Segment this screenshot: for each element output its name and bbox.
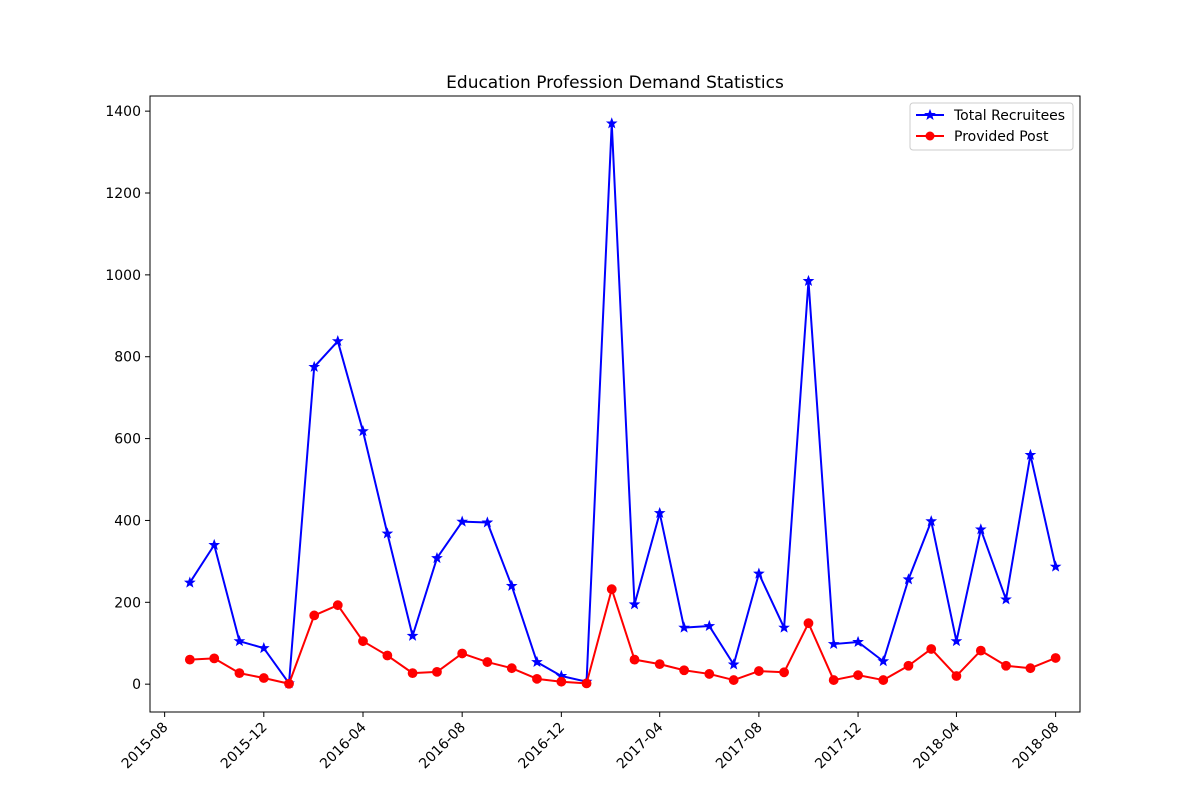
- data-point: [308, 360, 321, 372]
- data-point: [1024, 448, 1037, 460]
- data-point: [827, 637, 840, 650]
- data-point: [234, 668, 245, 679]
- data-point: [853, 670, 863, 681]
- data-point: [531, 655, 543, 668]
- data-point: [1000, 593, 1012, 605]
- data-point: [208, 538, 221, 550]
- data-point: [284, 678, 294, 689]
- legend-item: Provided Post: [916, 129, 1049, 145]
- data-point: [974, 523, 987, 535]
- data-point: [628, 598, 641, 610]
- legend-item: Total Recruitees: [916, 108, 1065, 124]
- data-point: [257, 642, 270, 654]
- y-tick-label: 800: [114, 350, 141, 366]
- data-point: [358, 636, 368, 647]
- y-tick-label: 1400: [105, 104, 141, 120]
- data-point: [381, 527, 394, 539]
- data-point: [753, 666, 764, 676]
- data-point: [728, 675, 739, 685]
- data-point: [877, 655, 890, 667]
- data-point: [233, 635, 246, 647]
- data-point: [654, 659, 665, 670]
- y-tick-label: 400: [114, 513, 141, 529]
- data-point: [431, 551, 443, 564]
- data-point: [606, 584, 617, 595]
- legend-box: [909, 102, 1074, 151]
- data-point: [605, 117, 618, 129]
- y-tick-label: 0: [132, 677, 141, 693]
- data-point: [778, 621, 790, 633]
- data-point: [407, 668, 418, 679]
- data-point: [950, 635, 963, 647]
- data-point: [653, 506, 666, 519]
- data-point: [482, 657, 493, 667]
- data-point: [209, 653, 220, 664]
- data-point: [975, 645, 986, 656]
- data-point: [532, 673, 542, 684]
- series-provided-post: [184, 584, 1061, 689]
- y-tick-label: 1000: [105, 268, 141, 284]
- data-point: [704, 669, 715, 679]
- y-tick-label: 1200: [105, 186, 141, 202]
- data-point: [678, 621, 690, 633]
- data-point: [505, 579, 518, 591]
- data-point: [1050, 653, 1061, 663]
- data-point: [357, 425, 369, 437]
- data-point: [878, 675, 889, 685]
- legend-marker: [925, 131, 935, 141]
- data-point: [432, 666, 442, 677]
- data-point: [1025, 663, 1036, 674]
- data-point: [727, 658, 740, 670]
- data-point: [1049, 560, 1062, 572]
- legend-marker: [924, 108, 936, 120]
- series-total-recruitees: [183, 117, 1062, 689]
- data-point: [779, 667, 789, 678]
- data-point: [903, 660, 914, 671]
- data-point: [925, 515, 938, 527]
- data-point: [828, 675, 839, 685]
- data-point: [703, 619, 716, 632]
- data-point: [506, 663, 517, 674]
- legend-label: Total Recruitees: [953, 108, 1065, 124]
- data-point: [481, 516, 494, 528]
- data-point: [309, 610, 320, 621]
- data-point: [581, 678, 592, 689]
- data-point: [679, 665, 689, 676]
- chart-title: Education Profession Demand Statistics: [446, 73, 784, 93]
- data-point: [803, 618, 814, 629]
- data-point: [629, 654, 640, 665]
- data-point: [852, 635, 864, 647]
- data-point: [258, 673, 269, 683]
- data-point: [802, 274, 815, 286]
- data-point: [184, 654, 195, 665]
- plot-frame: [149, 95, 1081, 713]
- y-tick-label: 600: [114, 432, 141, 448]
- data-point: [1001, 660, 1011, 671]
- data-point: [556, 676, 567, 687]
- data-point: [331, 335, 344, 347]
- data-point: [382, 650, 393, 661]
- y-tick-label: 200: [114, 595, 141, 611]
- series-line: [188, 122, 1057, 685]
- legend: Total Recruitees Provided Post: [909, 102, 1074, 151]
- legend-label: Provided Post: [954, 129, 1049, 145]
- data-point: [456, 515, 469, 527]
- data-point: [902, 573, 915, 585]
- data-point: [951, 671, 962, 681]
- data-point: [406, 629, 419, 641]
- data-point: [926, 644, 937, 654]
- data-point: [183, 576, 196, 588]
- data-point: [753, 567, 765, 579]
- data-point: [332, 600, 343, 611]
- data-point: [457, 648, 468, 659]
